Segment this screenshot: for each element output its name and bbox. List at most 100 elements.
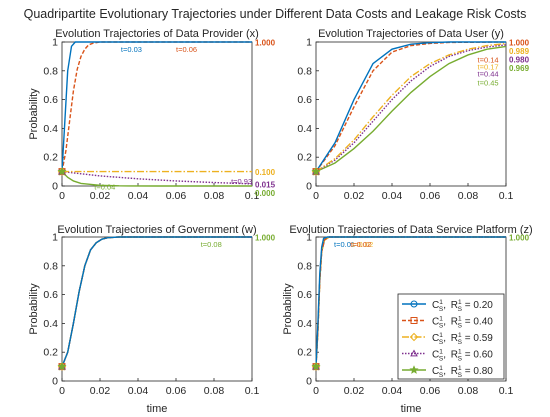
y-tick-label: 0.4 <box>43 123 58 135</box>
plot-area <box>61 41 253 187</box>
y-tick-label: 0.6 <box>297 289 312 301</box>
marker-star <box>311 361 321 371</box>
x-tick-label: 0.06 <box>166 190 187 202</box>
series-line-4 <box>315 44 507 173</box>
marker-diamond <box>409 332 419 342</box>
x-tick-label: 0.08 <box>204 385 225 397</box>
y-tick-label: 0.4 <box>43 318 58 330</box>
y-tick-label: 0.6 <box>43 94 58 106</box>
y-tick-label: 0.2 <box>297 347 312 359</box>
plot-area <box>61 236 253 382</box>
x-tick-label: 0.06 <box>420 190 441 202</box>
series-group <box>61 41 253 187</box>
time-annotation: t=0.03 <box>121 45 142 54</box>
legend-label: C1 S, R1 S = 0.60 <box>432 349 493 363</box>
legend-label: C1 S, R1 S = 0.59 <box>432 332 493 346</box>
series-group <box>61 236 252 367</box>
time-annotation: t=0.45 <box>478 78 499 87</box>
y-tick-label: 0.4 <box>297 318 312 330</box>
end-value-label: 1.000 <box>255 39 276 48</box>
x-tick-label: 0.08 <box>458 385 479 397</box>
y-tick-label: 0.8 <box>43 65 58 77</box>
figure-title: Quadripartite Evolutionary Trajectories … <box>24 7 527 21</box>
x-tick-label: 0.02 <box>90 385 111 397</box>
y-axis-label: Probability <box>28 283 40 335</box>
x-tick-label: 0.1 <box>245 190 260 202</box>
legend-label: C1 S, R1 S = 0.20 <box>432 299 493 313</box>
end-value-label: 1.000 <box>255 234 276 243</box>
y-tick-label: 0.2 <box>43 347 58 359</box>
x-tick-label: 0.04 <box>128 385 149 397</box>
y-tick-label: 1 <box>306 232 312 244</box>
x-tick-label: 0.06 <box>166 385 187 397</box>
series-line-3 <box>315 42 507 173</box>
marker-square <box>410 317 418 324</box>
x-axis-label: time <box>147 403 168 415</box>
y-tick-label: 0.8 <box>43 260 58 272</box>
x-tick-label: 0.06 <box>420 385 441 397</box>
time-annotation: t=0.08 <box>201 240 222 249</box>
end-value-label: 1.000 <box>509 39 530 48</box>
y-tick-label: 1 <box>52 37 58 49</box>
x-tick-label: 0 <box>59 190 65 202</box>
time-annotation: t=0.04 <box>94 183 115 192</box>
x-tick-label: 0.02 <box>344 385 365 397</box>
panel-title: Evolution Trajectories of Government (w) <box>57 224 256 236</box>
x-tick-label: 0 <box>313 190 319 202</box>
series-group <box>315 41 507 173</box>
panel-government: Evolution Trajectories of Government (w)… <box>28 224 276 415</box>
series-line-1 <box>315 41 506 172</box>
series-line-1 <box>315 236 506 367</box>
legend: C1 S, R1 S = 0.20 C1 S, R1 S = 0.40 C1 S, R1 S =… <box>397 293 505 380</box>
y-tick-label: 1 <box>52 232 58 244</box>
x-tick-label: 0.08 <box>204 190 225 202</box>
time-annotation: t=0.44 <box>478 70 499 79</box>
legend-label: C1 S, R1 S = 0.80 <box>432 365 493 379</box>
series-line-2 <box>61 41 252 172</box>
y-tick-label: 0 <box>52 181 58 193</box>
marker-star <box>57 361 67 371</box>
x-tick-label: 0 <box>59 385 65 397</box>
x-tick-label: 0.02 <box>90 190 111 202</box>
panel-title: Evolution Trajectories of Data User (y) <box>318 28 504 40</box>
y-tick-label: 0 <box>52 376 58 388</box>
time-annotation: t=0.06 <box>176 45 197 54</box>
end-value-label: 0.015 <box>255 180 276 189</box>
y-tick-label: 0.2 <box>297 152 312 164</box>
end-value-label: 0.000 <box>255 189 276 198</box>
end-value-label: 0.100 <box>255 168 276 177</box>
series-line-1 <box>61 236 252 367</box>
legend-label: C1 S, R1 S = 0.40 <box>432 316 493 330</box>
y-tick-label: 0.8 <box>297 260 312 272</box>
y-tick-label: 0.4 <box>297 123 312 135</box>
series-line-5 <box>61 171 252 187</box>
x-tick-label: 0 <box>313 385 319 397</box>
series-group <box>315 236 506 367</box>
x-tick-label: 0.02 <box>344 190 365 202</box>
y-axis-label: Probability <box>282 283 294 335</box>
panel-data-user: Evolution Trajectories of Data User (y) … <box>297 28 529 202</box>
series-line-5 <box>315 45 507 173</box>
x-axis-label: time <box>401 403 422 415</box>
time-annotation: t=0.01 <box>334 240 355 249</box>
time-annotation: t=0.17 <box>478 62 499 71</box>
y-tick-label: 1 <box>306 37 312 49</box>
end-value-label: 0.980 <box>509 56 530 65</box>
x-tick-label: 0.1 <box>499 190 514 202</box>
marker-star <box>311 166 321 176</box>
marker-triangle <box>410 349 418 357</box>
marker-star <box>57 166 67 176</box>
y-tick-label: 0.6 <box>43 289 58 301</box>
x-tick-label: 0.04 <box>382 190 403 202</box>
x-tick-label: 0.04 <box>128 190 149 202</box>
end-value-label: 0.989 <box>509 47 530 56</box>
time-annotation: t=0.93 <box>231 177 252 186</box>
y-axis-label: Probability <box>28 88 40 140</box>
y-tick-label: 0 <box>306 181 312 193</box>
x-tick-label: 0.1 <box>245 385 260 397</box>
y-tick-label: 0.8 <box>297 65 312 77</box>
end-value-label: 1.000 <box>509 234 530 243</box>
marker-circle <box>410 300 418 308</box>
panel-title: Evolution Trajectories of Data Provider … <box>55 28 259 40</box>
